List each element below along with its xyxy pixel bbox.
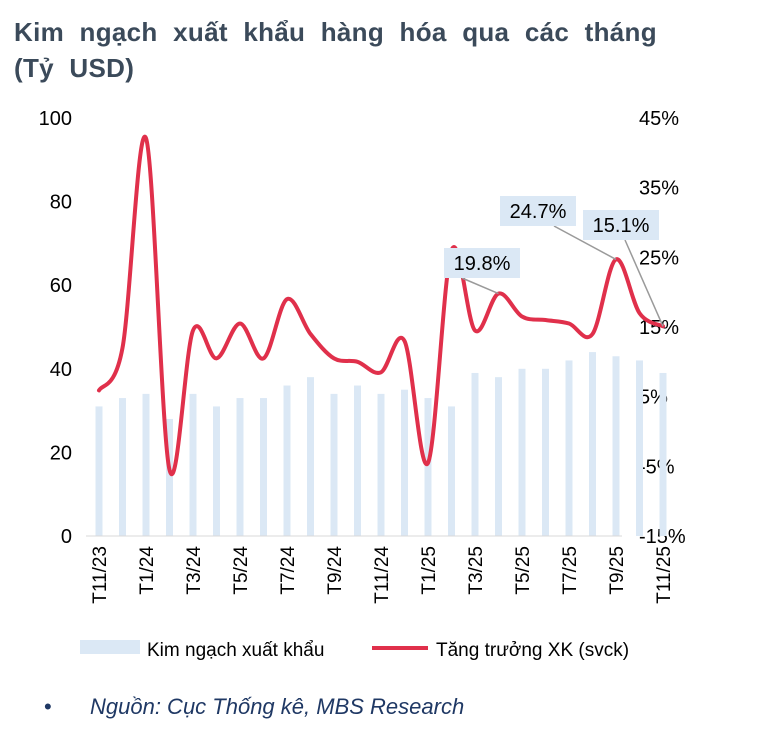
x-axis-tick-label: T1/25 <box>419 546 440 595</box>
legend-swatch-bars <box>80 640 140 654</box>
bar-export-value <box>495 377 502 536</box>
x-axis-tick-label: T7/24 <box>278 546 299 595</box>
right-axis-tick-label: -5% <box>639 456 675 478</box>
bar-export-value <box>565 360 573 536</box>
right-axis-tick-label: 35% <box>639 178 679 200</box>
x-axis-tick-label: T5/25 <box>513 546 534 595</box>
x-axis-tick-label: T11/25 <box>654 546 675 604</box>
source-text: Nguồn: Cục Thống kê, MBS Research <box>90 694 465 719</box>
title-line-2: (Tỷ USD) <box>14 53 135 83</box>
data-label-leader <box>461 277 499 295</box>
x-axis-tick-label: T7/25 <box>560 546 581 595</box>
bar-export-value <box>166 418 173 536</box>
right-axis-tick-label: -15% <box>639 526 686 548</box>
legend-label-bars: Kim ngạch xuất khẩu <box>147 640 324 661</box>
chart-title: Kim ngạch xuất khẩu hàng hóa qua các thá… <box>14 14 694 86</box>
bar-export-value <box>612 356 620 536</box>
x-axis-tick-label: T11/24 <box>372 546 393 604</box>
x-axis-tick-label: T3/25 <box>466 546 487 595</box>
data-label-text: 24.7% <box>510 201 567 223</box>
left-axis-tick-label: 80 <box>50 192 72 214</box>
x-axis-tick-label: T9/25 <box>607 546 628 595</box>
x-axis: T11/23 T1/24 T3/24 T5/24 T7/24 T9/24 T11/24 T1/… <box>86 535 675 604</box>
left-axis-tick-label: 0 <box>61 526 72 548</box>
bar-export-value <box>283 385 291 536</box>
growth-line-layer <box>97 134 665 476</box>
left-axis: 0 20 40 60 80 100 <box>39 108 72 548</box>
bar-export-value <box>213 406 220 536</box>
bar-export-value <box>236 398 244 536</box>
bar-export-value <box>307 377 314 536</box>
data-label-text: 15.1% <box>593 215 650 237</box>
bar-export-value <box>377 393 385 536</box>
bar-export-value <box>424 398 432 536</box>
x-axis-tick-label: T5/24 <box>231 546 252 595</box>
right-axis-tick-label: 45% <box>639 108 679 130</box>
data-label-box <box>444 248 520 278</box>
left-axis-tick-label: 100 <box>39 108 72 130</box>
growth-line <box>97 134 665 476</box>
source-note: • Nguồn: Cục Thống kê, MBS Research <box>44 694 464 720</box>
bar-export-value <box>636 360 643 536</box>
data-label-box <box>583 210 659 240</box>
export-value-bars <box>95 352 667 536</box>
bar-export-value <box>401 389 408 536</box>
left-axis-tick-label: 40 <box>50 359 72 381</box>
left-axis-tick-label: 60 <box>50 275 72 297</box>
bar-export-value <box>260 398 267 536</box>
bar-export-value <box>189 393 197 536</box>
x-axis-tick-label: T1/24 <box>137 546 158 595</box>
bar-export-value <box>659 372 667 536</box>
data-label-text: 19.8% <box>454 253 511 275</box>
bullet-icon: • <box>44 694 52 719</box>
bar-export-value <box>330 393 338 536</box>
bar-export-value <box>518 368 526 536</box>
legend: Kim ngạch xuất khẩu Tăng trưởng XK (svck… <box>80 640 629 661</box>
bar-export-value <box>354 385 361 536</box>
data-label-leader <box>553 225 617 261</box>
title-line-1: Kim ngạch xuất khẩu hàng hóa qua các thá… <box>14 17 657 47</box>
data-label-box <box>500 196 576 226</box>
x-axis-tick-label: T3/24 <box>184 546 205 595</box>
bar-export-value <box>448 406 455 536</box>
bar-export-value <box>119 398 126 536</box>
data-labels: 19.8% 24.7% 15.1% <box>444 196 664 327</box>
legend-label-line: Tăng trưởng XK (svck) <box>436 640 629 661</box>
x-axis-tick-label: T11/23 <box>90 546 111 604</box>
x-axis-tick-label: T9/24 <box>325 546 346 595</box>
right-axis-tick-label: 25% <box>639 247 679 269</box>
data-label-leader <box>624 239 664 327</box>
left-axis-tick-label: 20 <box>50 442 72 464</box>
bar-export-value <box>471 372 479 536</box>
bar-export-value <box>589 352 596 536</box>
bar-export-value <box>142 393 150 536</box>
bar-export-value <box>95 406 103 536</box>
bar-export-value <box>542 368 549 536</box>
